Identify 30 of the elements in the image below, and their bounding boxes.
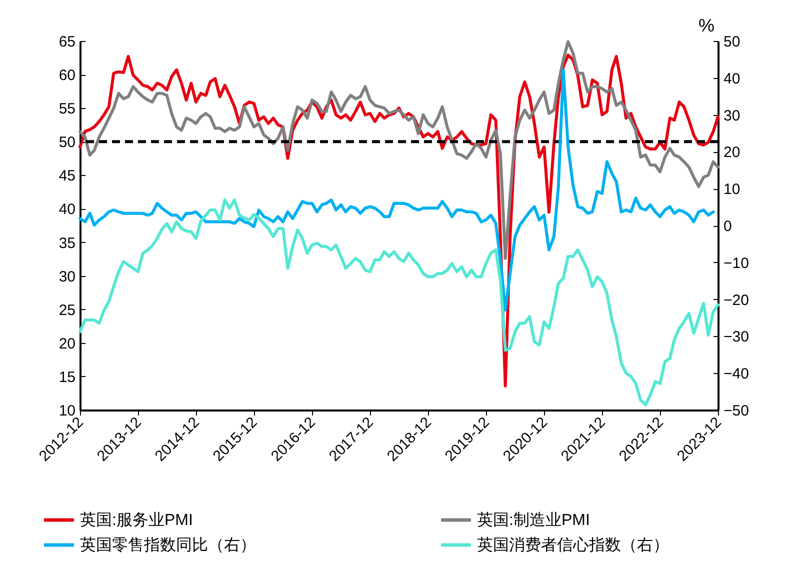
y-tick-label: 60 [58,67,76,84]
legend-label: 英国消费者信心指数（右） [477,536,669,554]
y2-axis-title: % [698,16,715,36]
y2-tick-label: 30 [724,107,740,124]
y-tick-label: 20 [58,335,76,352]
y-tick-label: 55 [58,100,76,118]
line-series [78,40,720,260]
legend-label: 英国零售指数同比（右） [80,536,256,554]
y2-tick-label: −10 [724,254,749,272]
y2-tick-label: −40 [724,366,749,383]
y-tick-label: 45 [58,168,76,185]
y2-tick-label: 20 [724,144,740,162]
y-tick-label: 40 [58,201,76,218]
legend-label: 英国:制造业PMI [477,511,590,529]
y2-tick-label: 10 [724,181,740,198]
y-tick-label: 35 [58,234,76,252]
y-tick-label: 50 [58,134,76,152]
line-series [78,68,715,312]
y2-tick-label: 0 [724,218,732,235]
y2-tick-label: −30 [724,328,749,346]
y2-tick-label: 50 [724,34,740,50]
line-series [78,198,720,406]
y2-tick-label: 40 [724,70,740,88]
y-tick-label: 15 [58,368,76,386]
y-tick-label: 30 [58,268,76,286]
y2-tick-label: −20 [724,292,749,309]
y-tick-label: 25 [58,302,76,319]
y2-tick-label: −50 [724,402,749,420]
legend-label: 英国:服务业PMI [80,511,193,529]
y-tick-label: 65 [58,34,76,50]
